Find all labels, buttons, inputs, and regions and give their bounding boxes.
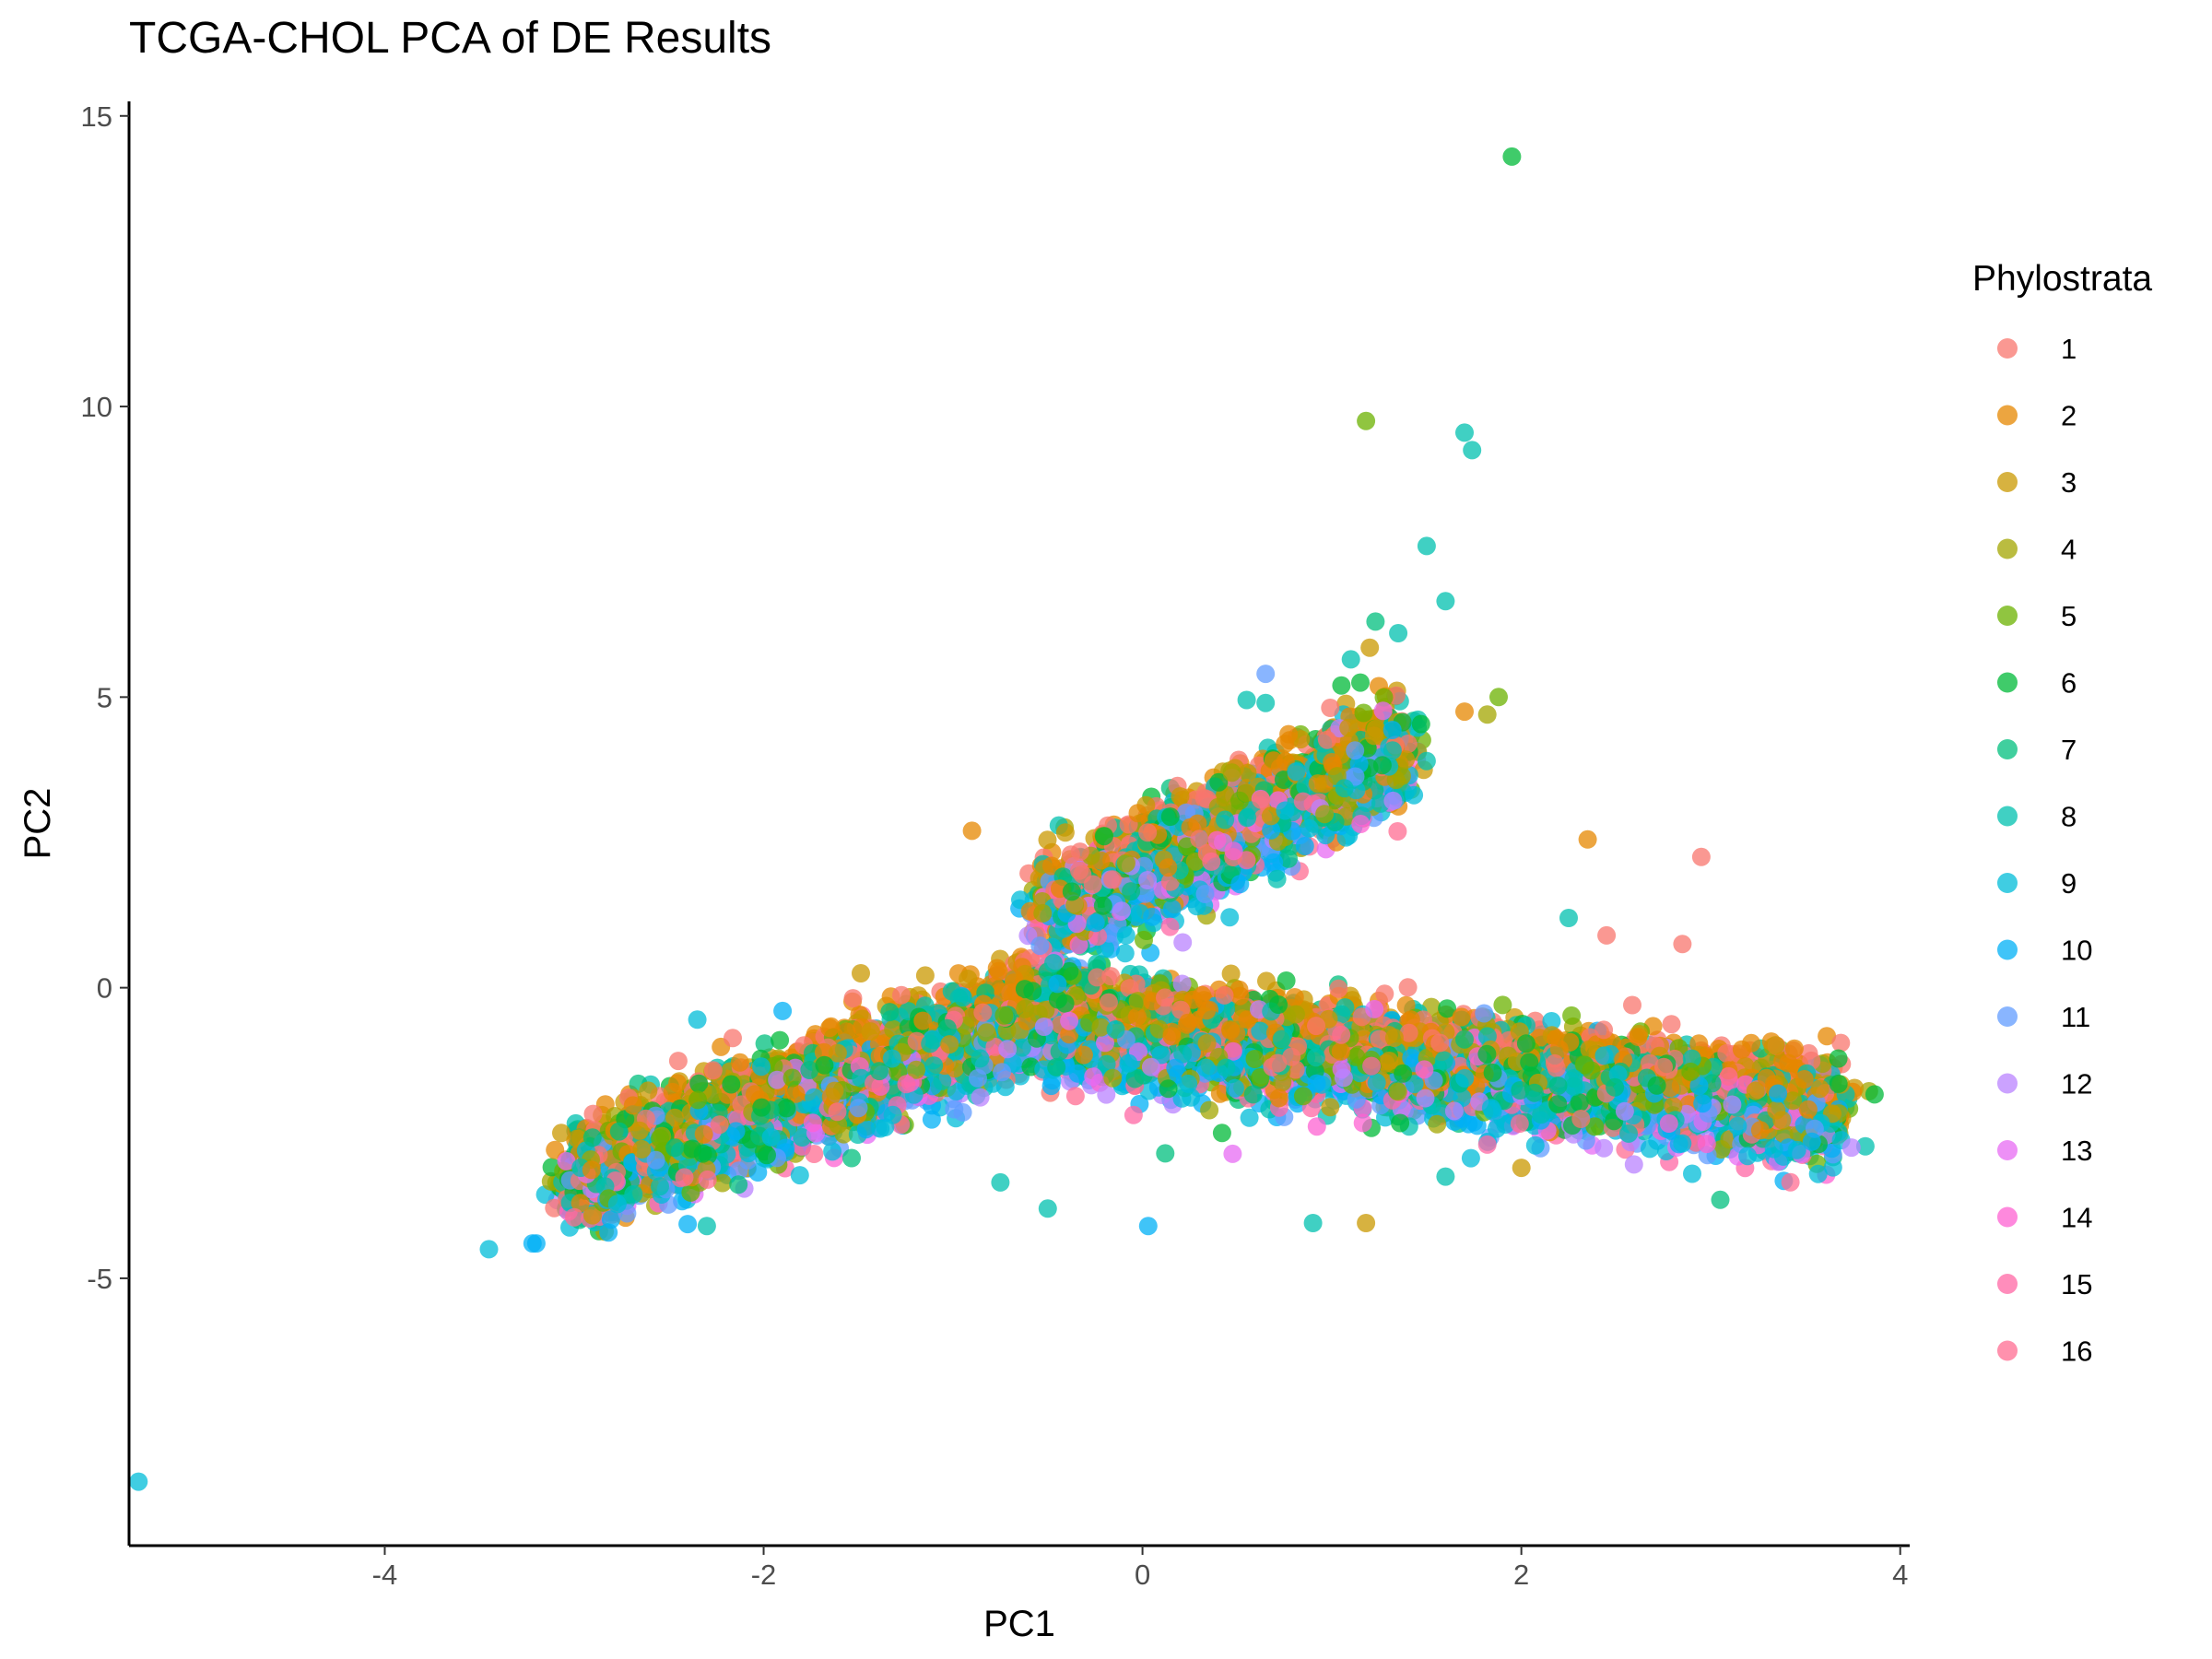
data-point bbox=[1220, 908, 1240, 927]
data-point bbox=[1855, 1136, 1875, 1156]
data-point bbox=[1307, 1117, 1326, 1136]
data-point bbox=[1396, 995, 1416, 1015]
data-point bbox=[668, 1052, 688, 1071]
points-layer bbox=[129, 147, 1884, 1491]
data-point bbox=[915, 966, 935, 985]
data-point bbox=[1461, 1148, 1480, 1168]
data-point bbox=[1115, 944, 1135, 963]
data-point bbox=[823, 1142, 842, 1161]
chart-title: TCGA-CHOL PCA of DE Results bbox=[129, 14, 772, 63]
data-point bbox=[1624, 1155, 1643, 1174]
data-point bbox=[842, 1148, 861, 1168]
data-point bbox=[1221, 964, 1241, 983]
data-point bbox=[1623, 995, 1641, 1015]
data-point bbox=[1818, 1027, 1837, 1046]
data-point bbox=[724, 1029, 742, 1048]
